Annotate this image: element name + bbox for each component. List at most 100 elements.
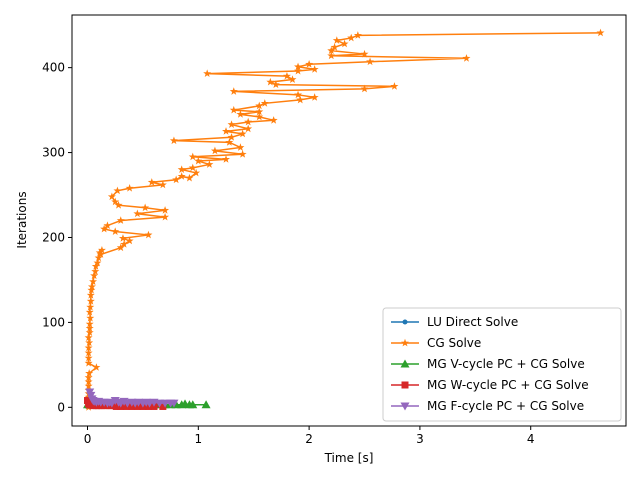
data-point: [229, 105, 238, 114]
data-point: [390, 82, 399, 90]
data-point: [122, 402, 130, 410]
data-point: [133, 402, 141, 410]
legend-label: MG F-cycle PC + CG Solve: [427, 399, 584, 413]
data-point: [85, 308, 94, 316]
data-point: [84, 373, 93, 381]
data-point: [93, 258, 102, 267]
data-point: [266, 77, 275, 86]
x-tick-label: 2: [305, 432, 313, 446]
data-point: [462, 54, 471, 62]
legend-box: [382, 307, 622, 422]
data-point: [100, 224, 109, 233]
data-point: [141, 203, 150, 212]
data-point: [86, 313, 95, 322]
data-point: [244, 124, 253, 133]
legend-item: MG V-cycle PC + CG Solve: [391, 357, 585, 371]
y-tick-label: 200: [42, 230, 65, 244]
data-point: [169, 399, 179, 408]
data-point: [91, 267, 100, 275]
data-point: [288, 75, 297, 83]
data-point: [118, 234, 127, 242]
data-point: [296, 95, 305, 104]
data-point: [85, 319, 94, 328]
data-point: [89, 277, 98, 286]
data-point: [125, 184, 134, 192]
x-tick-label: 1: [194, 432, 202, 446]
data-point: [327, 46, 336, 55]
data-point: [310, 93, 319, 101]
x-axis-ticks: 0 1 2 3 4: [84, 426, 535, 446]
plot-frame: [71, 14, 627, 427]
data-point: [172, 175, 181, 184]
data-point: [87, 285, 96, 294]
data-point: [353, 31, 362, 39]
data-point: [111, 197, 120, 206]
legend-label: MG W-cycle PC + CG Solve: [427, 378, 589, 392]
data-point: [85, 369, 94, 377]
data-point: [227, 133, 236, 141]
data-point: [360, 49, 369, 58]
y-tick-label: 300: [42, 146, 65, 160]
data-point: [103, 221, 112, 229]
data-point: [159, 402, 167, 410]
data-point: [86, 291, 95, 299]
data-point: [84, 348, 93, 357]
legend-item: MG W-cycle PC + CG Solve: [391, 378, 589, 392]
data-point: [161, 212, 170, 221]
legend-item: CG Solve: [391, 336, 481, 350]
data-point: [86, 296, 95, 305]
data-point: [90, 271, 99, 280]
data-point: [222, 155, 231, 163]
data-point: [271, 80, 280, 89]
data-point: [188, 163, 197, 172]
data-point: [144, 230, 153, 239]
data-point: [112, 402, 120, 410]
data-point: [95, 248, 104, 257]
data-point: [85, 338, 94, 347]
data-point: [305, 60, 314, 68]
x-tick-label: 3: [416, 432, 424, 446]
data-point: [225, 138, 234, 146]
legend-swatch-marker: [401, 338, 409, 347]
y-tick-label: 0: [57, 400, 65, 414]
data-point: [96, 250, 105, 258]
data-point: [332, 36, 341, 44]
data-point: [310, 65, 319, 73]
y-axis-label: Iterations: [15, 191, 29, 248]
y-axis-ticks: 0 100 200 300 400: [42, 61, 72, 414]
data-point: [347, 33, 356, 42]
data-point: [327, 51, 336, 60]
data-point: [294, 66, 303, 75]
data-point: [238, 150, 247, 158]
data-point: [185, 173, 194, 182]
data-point: [238, 129, 247, 138]
data-point: [114, 201, 123, 209]
data-point: [113, 186, 122, 195]
data-point: [340, 39, 349, 48]
data-point: [360, 84, 369, 93]
data-point: [294, 90, 303, 99]
data-point: [86, 302, 95, 311]
data-point: [84, 358, 93, 367]
data-point: [144, 402, 152, 410]
data-point: [116, 216, 125, 224]
data-point: [244, 117, 253, 126]
data-point: [203, 69, 212, 77]
data-point: [92, 363, 101, 371]
data-point: [133, 209, 142, 218]
legend-swatch-marker: [400, 402, 410, 411]
data-point: [177, 172, 186, 180]
data-point: [188, 400, 198, 409]
data-point: [282, 71, 291, 80]
data-point: [147, 178, 156, 186]
data-point: [366, 57, 375, 66]
legend: LU Direct Solve CG Solve MG V-cycle PC + C…: [382, 307, 622, 422]
data-point: [84, 333, 93, 342]
data-point: [227, 120, 236, 128]
data-point: [194, 156, 203, 165]
y-tick-label: 400: [42, 61, 65, 75]
data-point: [192, 168, 201, 177]
data-point: [85, 324, 94, 332]
data-point: [169, 136, 178, 145]
